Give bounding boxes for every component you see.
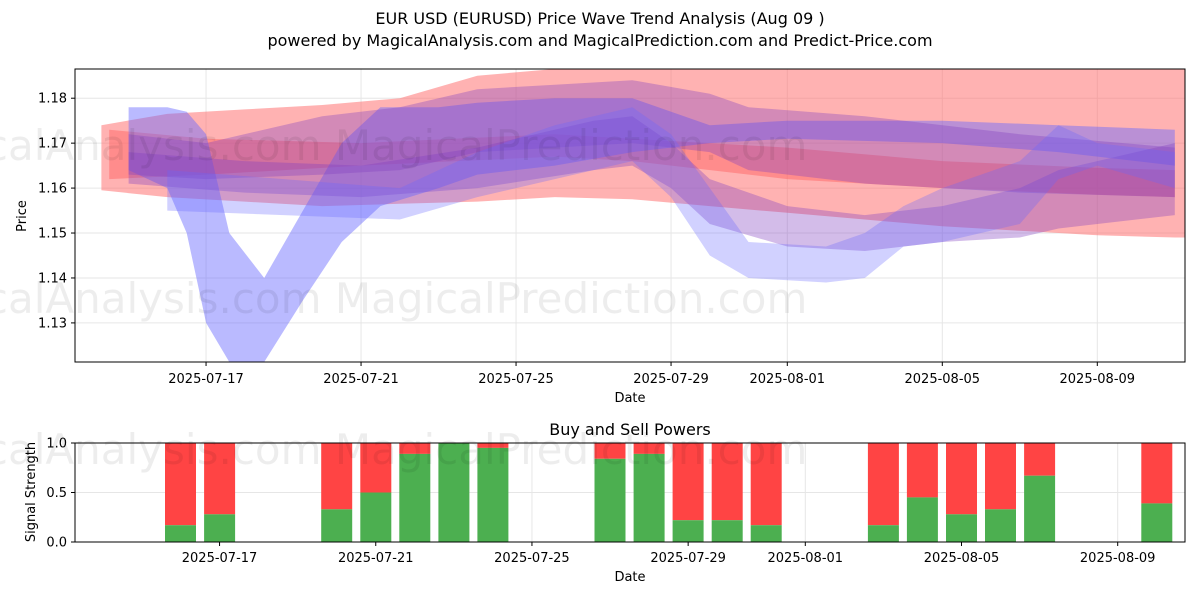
- buy-bar: [360, 492, 392, 542]
- sell-bar: [165, 443, 196, 526]
- sell-bar: [1024, 443, 1056, 476]
- chart-subtitle: powered by MagicalAnalysis.com and Magic…: [267, 31, 933, 50]
- buy-bar: [1024, 475, 1056, 542]
- buy-bar: [1141, 503, 1173, 542]
- buy-bar: [165, 525, 196, 542]
- buy-bar: [321, 509, 353, 542]
- buy-bar: [711, 520, 743, 542]
- sell-bar: [750, 443, 782, 526]
- sell-bar: [946, 443, 977, 515]
- price-band-blue-2: [128, 98, 1175, 362]
- top-x-tick-label: 2025-08-01: [750, 372, 826, 387]
- top-x-ticks: 2025-07-17 2025-07-21 2025-07-25 2025-07-29…: [168, 362, 1135, 387]
- sell-bar: [985, 443, 1016, 510]
- buy-bar: [633, 453, 665, 542]
- sell-bar: [399, 443, 431, 454]
- bottom-x-label: Date: [614, 570, 645, 585]
- price-band-purple-3: [128, 116, 1175, 251]
- sell-bar: [360, 443, 392, 493]
- bottom-y-tick-label: 0.5: [46, 486, 67, 501]
- sell-bar: [711, 443, 743, 521]
- sell-bar: [321, 443, 353, 510]
- bottom-bars: [165, 443, 1173, 542]
- sell-bar: [633, 443, 665, 454]
- buy-bar: [477, 447, 509, 542]
- top-bands: [101, 69, 1185, 362]
- price-band-red-1: [109, 129, 1175, 198]
- sell-bar: [1141, 443, 1173, 504]
- bottom-y-tick-label: 1.0: [46, 437, 67, 452]
- price-band-purple-4: [128, 80, 1175, 198]
- top-x-tick-label: 2025-07-17: [168, 372, 244, 387]
- buy-bar: [204, 514, 236, 542]
- bottom-title: Buy and Sell Powers: [549, 420, 711, 439]
- buy-bar: [750, 525, 782, 542]
- sell-bar: [204, 443, 236, 515]
- watermark-top-1: MagicalAnalysis.com MagicalPrediction.co…: [0, 121, 807, 170]
- buy-bar: [906, 497, 938, 542]
- watermark-top-2: MagicalAnalysis.com MagicalPrediction.co…: [0, 274, 807, 323]
- bottom-x-tick-label: 2025-08-05: [924, 551, 1000, 566]
- bottom-x-tick-label: 2025-07-25: [494, 551, 570, 566]
- chart-title: EUR USD (EURUSD) Price Wave Trend Analys…: [375, 9, 825, 28]
- buy-bar: [438, 443, 470, 542]
- sell-bar: [594, 443, 626, 459]
- bottom-y-tick-label: 0.0: [46, 536, 67, 551]
- sell-bar: [672, 443, 704, 521]
- buy-bar: [594, 458, 626, 542]
- bottom-x-tick-label: 2025-08-01: [768, 551, 844, 566]
- buy-bar: [946, 514, 977, 542]
- buy-bar: [985, 509, 1016, 542]
- bottom-y-ticks: 0.0 0.5 1.0: [46, 437, 75, 551]
- sell-bar: [477, 443, 509, 448]
- top-y-ticks: 1.13 1.14 1.15 1.16 1.17 1.18: [38, 92, 75, 331]
- buy-bar: [672, 520, 704, 542]
- sell-bar: [867, 443, 899, 526]
- top-y-label: Price: [15, 200, 30, 232]
- bottom-x-tick-label: 2025-08-09: [1080, 551, 1156, 566]
- top-x-tick-label: 2025-08-05: [905, 372, 981, 387]
- bottom-x-tick-label: 2025-07-21: [338, 551, 414, 566]
- sell-bar: [906, 443, 938, 498]
- top-y-tick-label: 1.16: [38, 182, 67, 197]
- top-x-tick-label: 2025-08-09: [1060, 372, 1136, 387]
- buy-bar: [399, 453, 431, 542]
- top-y-tick-label: 1.15: [38, 227, 67, 242]
- top-x-tick-label: 2025-07-29: [633, 372, 709, 387]
- bottom-x-tick-label: 2025-07-29: [650, 551, 726, 566]
- top-y-tick-label: 1.13: [38, 316, 67, 331]
- top-x-tick-label: 2025-07-21: [323, 372, 399, 387]
- top-x-tick-label: 2025-07-25: [478, 372, 554, 387]
- bottom-x-ticks: 2025-07-17 2025-07-21 2025-07-25 2025-07-29…: [182, 542, 1156, 566]
- buy-bar: [867, 525, 899, 542]
- top-y-tick-label: 1.18: [38, 92, 67, 107]
- top-y-tick-label: 1.17: [38, 137, 67, 152]
- top-y-tick-label: 1.14: [38, 271, 67, 286]
- bottom-x-tick-label: 2025-07-17: [182, 551, 258, 566]
- top-axes-frame: [74, 68, 1186, 363]
- top-x-label: Date: [614, 391, 645, 406]
- price-band-blue-5: [167, 107, 1175, 283]
- bottom-y-label: Signal Strength: [24, 442, 39, 542]
- watermark-bottom: MagicalAnalysis.com MagicalPrediction.co…: [0, 425, 807, 474]
